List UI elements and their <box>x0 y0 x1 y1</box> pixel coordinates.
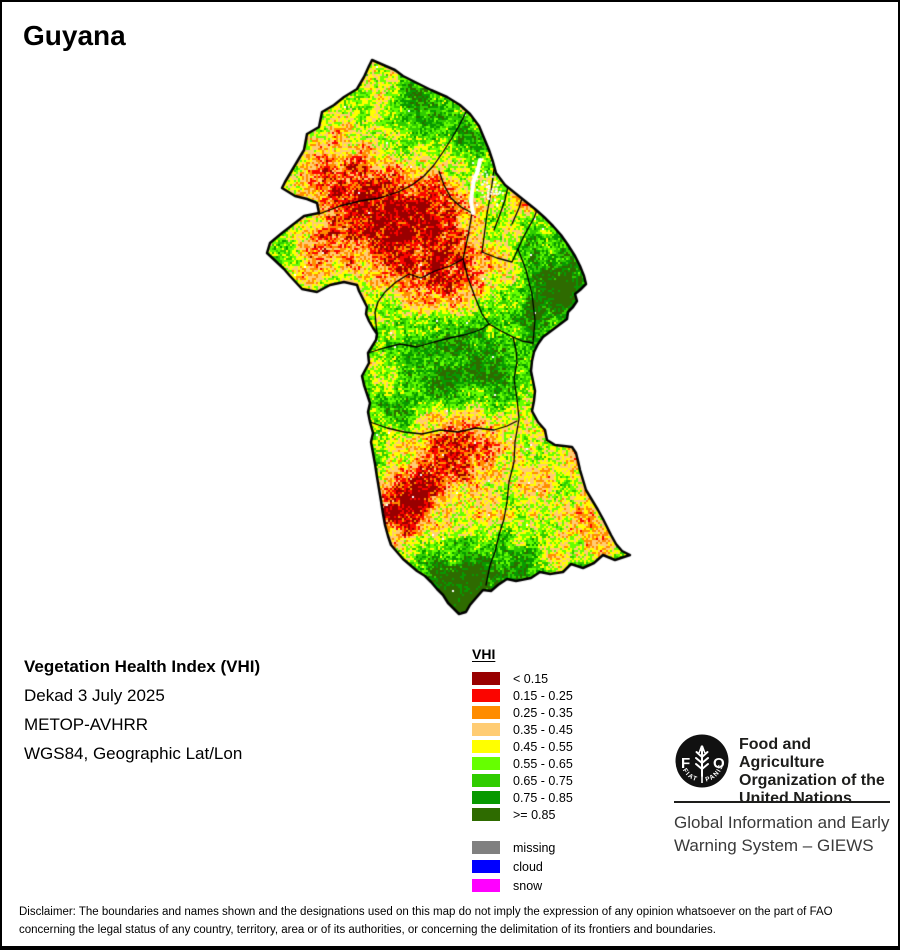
legend-row: 0.55 - 0.65 <box>472 755 632 772</box>
legend-label: cloud <box>513 859 543 874</box>
fao-letter-o: O <box>713 755 725 772</box>
legend-label: 0.15 - 0.25 <box>513 688 573 703</box>
legend-label: 0.35 - 0.45 <box>513 722 573 737</box>
legend-swatch <box>472 860 500 873</box>
legend-label: 0.55 - 0.65 <box>513 756 573 771</box>
info-projection: WGS84, Geographic Lat/Lon <box>24 744 243 763</box>
page-title: Guyana <box>23 20 126 51</box>
fao-org-line: Organization of the <box>739 772 885 789</box>
legend-swatch <box>472 706 500 719</box>
legend-label: >= 0.85 <box>513 807 556 822</box>
giews-line: Global Information and Early <box>674 813 890 832</box>
legend-row: >= 0.85 <box>472 806 632 823</box>
legend-label: 0.65 - 0.75 <box>513 773 573 788</box>
info-dekad: Dekad 3 July 2025 <box>24 686 165 705</box>
legend-swatch <box>472 879 500 892</box>
legend-label: < 0.15 <box>513 671 549 686</box>
footer-divider <box>674 801 890 803</box>
fao-wheat-ear <box>695 746 709 777</box>
legend-row: 0.65 - 0.75 <box>472 772 632 789</box>
legend-row: 0.35 - 0.45 <box>472 721 632 738</box>
vhi-legend: VHI < 0.15 0.15 - 0.25 0.25 - 0.35 0.35 - 0… <box>472 646 632 895</box>
legend-swatch <box>472 740 500 753</box>
legend-classes: < 0.15 0.15 - 0.25 0.25 - 0.35 0.35 - 0.45 0… <box>472 670 632 823</box>
info-sensor: METOP-AVHRR <box>24 715 149 734</box>
giews-line: Warning System – GIEWS <box>674 836 874 855</box>
legend-row: 0.25 - 0.35 <box>472 704 632 721</box>
legend-swatch <box>472 757 500 770</box>
legend-swatch <box>472 723 500 736</box>
legend-row: 0.75 - 0.85 <box>472 789 632 806</box>
legend-row: missing <box>472 838 632 857</box>
fao-logo: F A O FIAT PANIS <box>675 734 729 788</box>
legend-extra-classes: missing cloud snow <box>472 838 632 895</box>
legend-label: missing <box>513 840 556 855</box>
legend-row: < 0.15 <box>472 670 632 687</box>
legend-swatch <box>472 672 500 685</box>
disclaimer-line: concerning the legal status of any count… <box>19 923 716 936</box>
fao-letter-f: F <box>681 755 690 772</box>
legend-swatch <box>472 808 500 821</box>
legend-label: snow <box>513 878 543 893</box>
legend-label: 0.45 - 0.55 <box>513 739 573 754</box>
legend-row: 0.45 - 0.55 <box>472 738 632 755</box>
legend-swatch <box>472 774 500 787</box>
guyana-vhi-map <box>252 52 662 642</box>
legend-label: 0.75 - 0.85 <box>513 790 573 805</box>
legend-swatch <box>472 841 500 854</box>
legend-title: VHI <box>472 646 496 662</box>
info-product-title: Vegetation Health Index (VHI) <box>24 657 261 676</box>
legend-swatch <box>472 791 500 804</box>
fao-org-line: Food and Agriculture <box>739 736 825 771</box>
giews-name: Global Information and Early Warning Sys… <box>674 811 889 857</box>
legend-row: 0.15 - 0.25 <box>472 687 632 704</box>
disclaimer: Disclaimer: The boundaries and names sho… <box>19 904 833 939</box>
legend-row: cloud <box>472 857 632 876</box>
legend-label: 0.25 - 0.35 <box>513 705 573 720</box>
fao-org-name: Food and Agriculture Organization of the… <box>739 736 898 808</box>
fao-org-line: United Nations <box>739 790 852 807</box>
legend-row: snow <box>472 876 632 895</box>
legend-swatch <box>472 689 500 702</box>
disclaimer-line: Disclaimer: The boundaries and names sho… <box>19 906 833 918</box>
